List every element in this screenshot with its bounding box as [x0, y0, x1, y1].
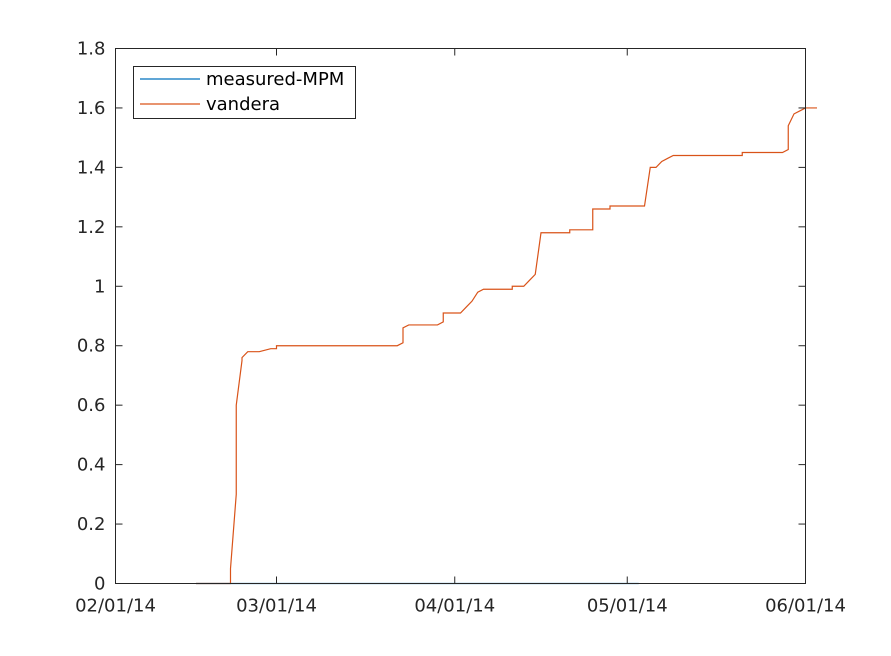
x-tick-label: 03/01/14: [236, 596, 317, 617]
plot-area: [115, 48, 806, 584]
y-tick-label: 0.6: [77, 395, 106, 416]
y-tick-label: 0: [94, 574, 105, 595]
x-tick-label: 02/01/14: [75, 596, 156, 617]
y-tick-label: 1.6: [77, 98, 106, 119]
x-tick-label: 05/01/14: [587, 596, 668, 617]
legend-label-measured-mpm: measured-MPM: [206, 69, 344, 90]
ticks-layer: 02/01/14 03/01/14 04/01/14 05/01/14 06/01/14…: [75, 39, 846, 617]
y-tick-label: 1.8: [77, 39, 106, 60]
x-tick-label: 04/01/14: [414, 596, 495, 617]
y-tick-label: 0.8: [77, 336, 106, 357]
y-tick-label: 0.2: [77, 514, 106, 535]
axes-box: [115, 48, 806, 584]
y-tick-label: 1.4: [77, 157, 106, 178]
series-line-vandera: [196, 107, 817, 585]
x-tick-label: 06/01/14: [765, 596, 846, 617]
legend: measured-MPM vandera: [133, 66, 356, 119]
y-tick-label: 1.2: [77, 217, 106, 238]
y-tick-label: 1: [94, 276, 105, 297]
legend-box: [133, 66, 356, 119]
y-tick-label: 0.4: [77, 455, 106, 476]
legend-label-vandera: vandera: [206, 94, 280, 115]
